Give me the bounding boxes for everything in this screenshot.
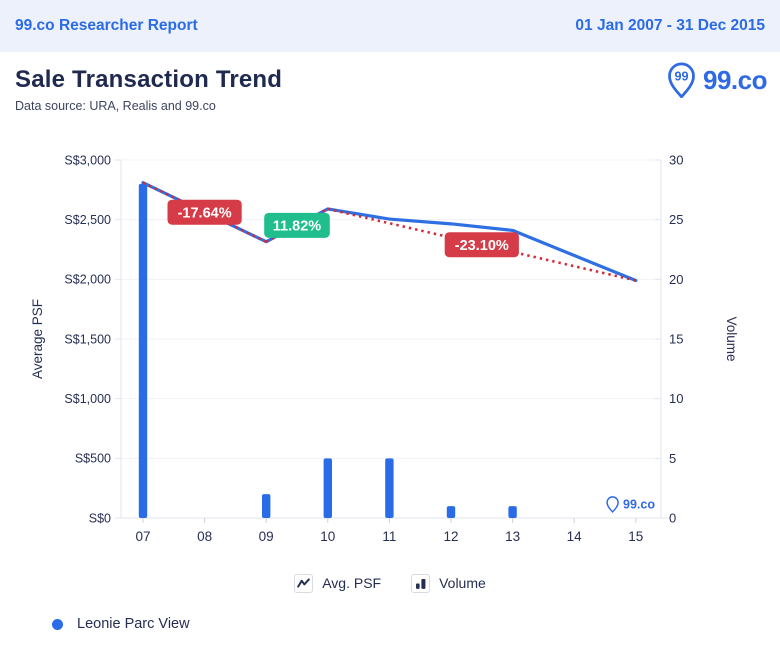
y-right-tick-label: 15: [669, 332, 683, 347]
y-left-tick-label: S$2,000: [64, 273, 111, 287]
y-left-tick-label: S$3,000: [64, 153, 111, 167]
y-left-tick-label: S$1,500: [64, 332, 111, 346]
left-axis-title: Average PSF: [30, 299, 45, 379]
x-tick-label: 10: [320, 529, 335, 544]
y-right-tick-label: 0: [669, 511, 676, 526]
trend-chart-container: S$0 0 S$500 5 S$1,000 10 S$1,500 15 S$2,000 20 S$2…: [0, 128, 780, 564]
x-tick-label: 09: [259, 529, 274, 544]
report-title: 99.co Researcher Report: [15, 17, 198, 34]
x-tick-label: 14: [567, 529, 583, 544]
legend-item-avg-psf: Avg. PSF: [294, 573, 382, 593]
x-tick-label: 13: [505, 529, 520, 544]
watermark-pin-icon: [606, 496, 619, 514]
avg-psf-line: [141, 181, 638, 283]
volume-bar: [323, 458, 332, 518]
y-right-tick-label: 25: [669, 212, 683, 227]
location-pin-icon: 99: [668, 62, 695, 98]
data-source-subtitle: Data source: URA, Realis and 99.co: [15, 99, 216, 113]
legend-item-volume: Volume: [411, 573, 486, 593]
chart-legend: Avg. PSF Volume: [0, 572, 780, 594]
volume-bar: [138, 183, 148, 518]
y-left-tick-label: S$0: [89, 511, 111, 525]
page-title: Sale Transaction Trend: [15, 66, 283, 93]
y-left-tick-label: S$500: [75, 452, 111, 466]
series-name: Leonie Parc View: [77, 616, 190, 632]
y-right-tick-label: 20: [669, 272, 683, 287]
svg-text:99.co: 99.co: [623, 498, 655, 512]
date-range: 01 Jan 2007 - 31 Dec 2015: [575, 17, 765, 34]
trend-badge: -17.64%: [167, 199, 242, 225]
top-header-bar: 99.co Researcher Report 01 Jan 2007 - 31…: [0, 0, 780, 52]
volume-bar: [446, 506, 456, 518]
volume-bar: [508, 506, 517, 518]
trend-segment: [327, 207, 637, 282]
x-tick-label: 07: [135, 529, 150, 544]
trend-chart: S$0 0 S$500 5 S$1,000 10 S$1,500 15 S$2,000 20 S$2…: [30, 153, 739, 545]
x-tick-label: 11: [382, 529, 396, 544]
y-left-tick-label: S$1,000: [64, 392, 111, 406]
trend-line: [142, 181, 637, 282]
brand-logo: 99 99.co: [667, 62, 768, 98]
title-section: Sale Transaction Trend Data source: URA,…: [0, 52, 780, 113]
y-left-tick-label: S$2,500: [64, 213, 111, 227]
line-zigzag-icon: [294, 573, 314, 593]
x-tick-label: 12: [443, 529, 458, 544]
mini-bars-icon: [411, 573, 431, 593]
y-right-tick-label: 10: [669, 391, 683, 406]
y-right-tick-label: 30: [669, 153, 683, 168]
x-tick-label: 15: [628, 529, 643, 544]
right-axis-title: Volume: [724, 316, 739, 361]
svg-text:99: 99: [674, 70, 688, 84]
series-dot-icon: [52, 618, 63, 630]
trend-badge: -23.10%: [444, 232, 519, 258]
svg-text:11.82%: 11.82%: [273, 219, 321, 235]
svg-text:-17.64%: -17.64%: [178, 205, 232, 221]
chart-watermark: 99.co: [606, 496, 655, 514]
volume-bar: [385, 458, 394, 518]
legend-label-volume: Volume: [439, 575, 486, 591]
y-right-tick-label: 5: [669, 451, 676, 466]
brand-wordmark: 99.co: [703, 64, 768, 95]
x-tick-label: 08: [197, 529, 212, 544]
legend-label-avg-psf: Avg. PSF: [322, 575, 382, 591]
trend-badge: 11.82%: [264, 212, 330, 238]
svg-text:-23.10%: -23.10%: [455, 238, 509, 254]
volume-bars: [138, 183, 517, 518]
volume-bar: [262, 494, 271, 518]
series-key: Leonie Parc View: [52, 616, 780, 632]
